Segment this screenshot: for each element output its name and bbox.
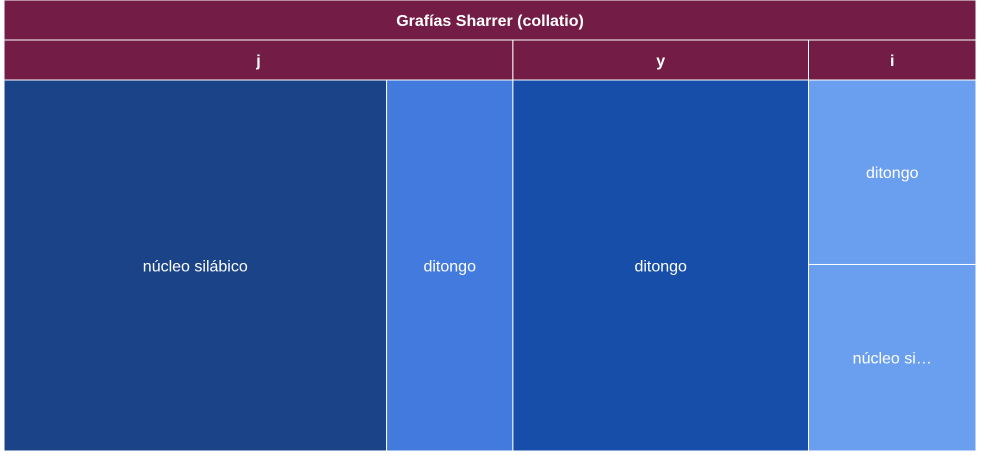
- group-header-label: j: [255, 53, 260, 70]
- title-bar-background: [3, 0, 977, 41]
- treemap-cell-j-1[interactable]: [3, 79, 388, 452]
- chart-title: Grafías Sharrer (collatio): [396, 13, 584, 30]
- treemap-cell-label: ditongo: [423, 259, 476, 276]
- treemap-cell-label: núcleo si…: [853, 351, 932, 368]
- treemap-cell-y-1[interactable]: [512, 79, 810, 452]
- treemap-cells: núcleo silábico ditongo ditongo ditongo núcl…: [3, 79, 977, 452]
- title-bar: Grafías Sharrer (collatio): [3, 0, 977, 41]
- treemap-cell-label: núcleo silábico: [143, 259, 248, 276]
- treemap-cell-i-1[interactable]: [808, 79, 977, 265]
- group-header-label: y: [656, 53, 665, 70]
- treemap-cell-i-2[interactable]: [808, 263, 977, 452]
- treemap-cell-label: ditongo: [634, 259, 687, 276]
- treemap-cell-label: ditongo: [866, 165, 919, 182]
- group-header-j: [3, 39, 514, 81]
- treemap-cell-j-2[interactable]: [386, 79, 514, 452]
- group-header-i: [808, 39, 977, 81]
- group-header-label: i: [890, 53, 894, 70]
